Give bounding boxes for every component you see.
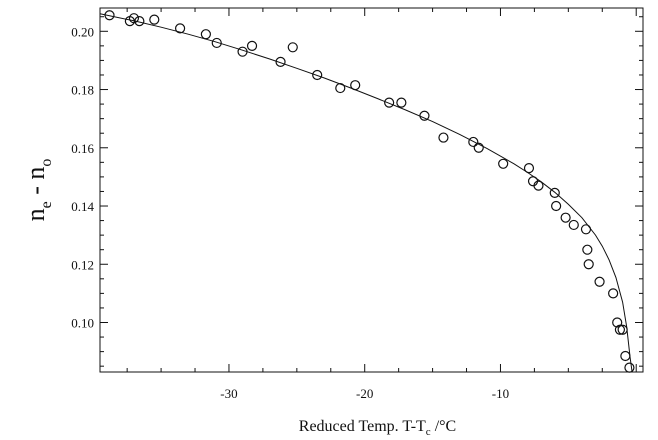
x-axis-title: Reduced Temp. T-Tc /°C (299, 418, 456, 438)
data-point (149, 14, 160, 25)
data-point (560, 212, 571, 223)
y-tick-label: 0.18 (71, 83, 94, 98)
y-tick-label: 0.10 (71, 315, 94, 330)
data-point (438, 132, 449, 143)
data-point (620, 350, 631, 362)
data-point (104, 10, 115, 21)
x-tick-label: -20 (356, 386, 373, 401)
data-point (549, 187, 560, 199)
x-tick-label: -10 (492, 386, 509, 401)
y-axis-title: ne - no (21, 159, 55, 222)
data-point (533, 180, 544, 191)
data-point (473, 142, 484, 153)
data-point (498, 158, 509, 169)
data-point (468, 136, 479, 148)
data-point (551, 200, 562, 212)
y-tick-label: 0.16 (71, 141, 94, 156)
data-point (396, 97, 407, 108)
data-point (419, 110, 430, 121)
data-point (275, 56, 286, 67)
data-point (384, 97, 395, 108)
data-point (312, 69, 323, 81)
data-point (128, 13, 140, 24)
data-point (211, 37, 222, 49)
x-tick-label: -30 (220, 386, 237, 401)
data-point (617, 324, 628, 335)
data-point (237, 46, 248, 57)
data-point (523, 163, 535, 174)
data-point (594, 276, 605, 287)
data-point (134, 16, 145, 27)
data-point (624, 362, 635, 373)
data-point (200, 29, 211, 40)
data-point (568, 219, 579, 231)
data-point (614, 324, 626, 335)
data-point (582, 244, 593, 255)
data-point (350, 80, 361, 91)
y-tick-label: 0.14 (71, 199, 94, 214)
data-point (608, 288, 619, 299)
fit-curve (99, 13, 633, 373)
data-point (287, 42, 298, 53)
data-point (335, 82, 346, 94)
data-point (246, 40, 258, 51)
data-point (580, 224, 592, 235)
plot-frame (99, 7, 644, 373)
y-tick-label: 0.20 (71, 24, 94, 39)
data-point (583, 259, 594, 270)
y-tick-label: 0.12 (71, 257, 94, 272)
data-point (612, 317, 623, 328)
data-point (174, 23, 186, 34)
